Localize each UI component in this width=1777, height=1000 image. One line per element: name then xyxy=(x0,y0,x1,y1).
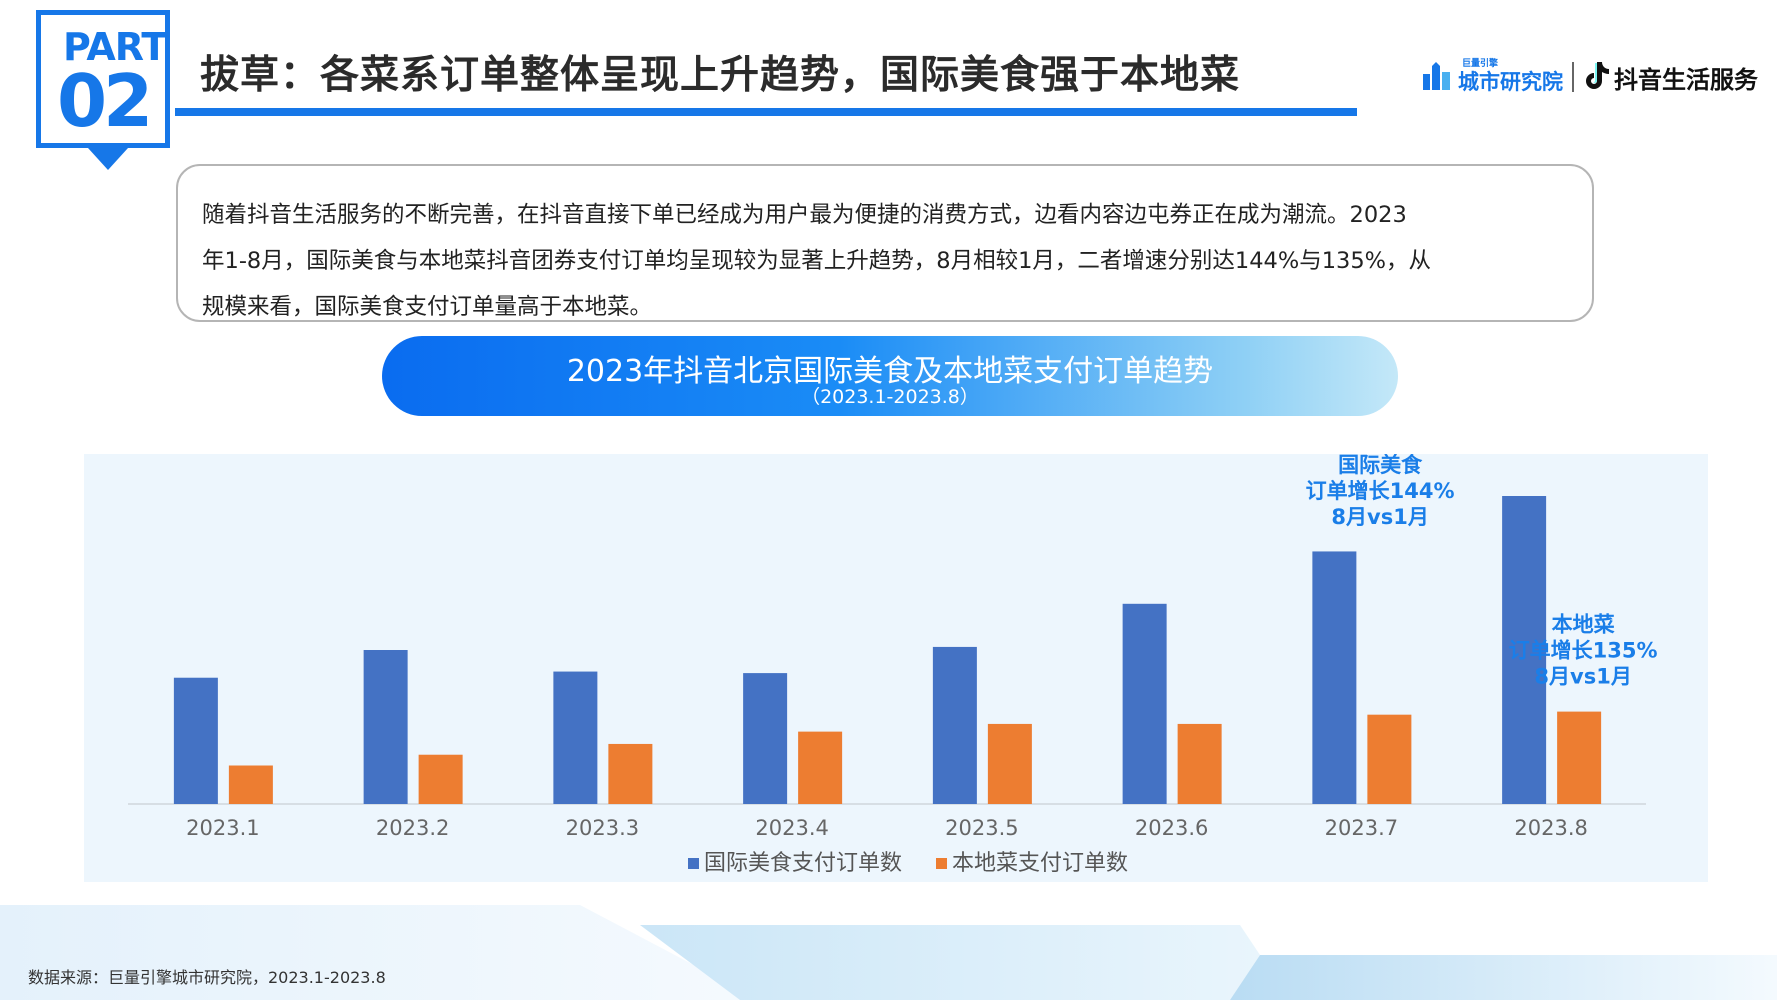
bar-local-2023-7 xyxy=(1367,714,1412,804)
x-tick-label: 2023.4 xyxy=(755,816,828,840)
city-logo-name: 城市研究院 xyxy=(1458,70,1563,94)
douyin-logo-name: 抖音生活服务 xyxy=(1614,66,1758,94)
x-tick-label: 2023.6 xyxy=(1135,816,1208,840)
x-tick-label: 2023.3 xyxy=(566,816,639,840)
annotation-international-line-2: 8月vs1月 xyxy=(1331,505,1428,529)
part-label: PART xyxy=(63,25,167,69)
logo-divider xyxy=(1572,62,1574,92)
annotation-local-line-2: 8月vs1月 xyxy=(1534,665,1631,689)
bar-international-2023-2 xyxy=(363,650,408,804)
annotation-international-line-0: 国际美食 xyxy=(1338,454,1423,477)
description-line-3: 规模来看，国际美食支付订单量高于本地菜。 xyxy=(202,294,653,320)
bar-local-2023-5 xyxy=(987,723,1032,804)
bar-chart: 2023.1 2023.2 2023.3 2023.4 2023.5 2023.6 2023… xyxy=(128,454,1658,876)
legend-label-0: 国际美食支付订单数 xyxy=(704,851,902,876)
bar-international-2023-5 xyxy=(932,646,977,804)
page-title: 拔草：各菜系订单整体呈现上升趋势，国际美食强于本地菜 xyxy=(200,53,1241,98)
douyin-note-icon xyxy=(1586,62,1609,89)
footer-decoration xyxy=(0,905,1777,1000)
part-number: 02 xyxy=(57,59,153,143)
legend-label-1: 本地菜支付订单数 xyxy=(952,851,1128,876)
legend-swatch-1 xyxy=(936,858,947,869)
bar-local-2023-3 xyxy=(608,743,653,804)
annotation-international-line-1: 订单增长144% xyxy=(1306,479,1455,503)
bar-local-2023-2 xyxy=(418,754,463,804)
badge-pointer-icon xyxy=(88,148,128,170)
data-source-note: 数据来源：巨量引擎城市研究院，2023.1-2023.8 xyxy=(28,968,386,987)
annotation-local-line-0: 本地菜 xyxy=(1552,613,1615,637)
legend-swatch-0 xyxy=(688,858,699,869)
city-buildings-icon xyxy=(1423,62,1450,90)
description-box: 随着抖音生活服务的不断完善，在抖音直接下单已经成为用户最为便捷的消费方式，边看内… xyxy=(176,164,1594,322)
description-line-2: 年1-8月，国际美食与本地菜抖音团券支付订单均呈现较为显著上升趋势，8月相较1月… xyxy=(202,248,1432,274)
chart-title: 2023年抖音北京国际美食及本地菜支付订单趋势 xyxy=(566,354,1214,389)
bar-local-2023-6 xyxy=(1177,723,1222,804)
chart-panel xyxy=(84,454,1708,882)
part-badge: PART 02 xyxy=(36,10,170,148)
bar-international-2023-8 xyxy=(1502,496,1547,804)
bar-international-2023-4 xyxy=(743,673,788,804)
bar-local-2023-1 xyxy=(228,765,273,804)
title-underline xyxy=(175,108,1357,116)
bar-international-2023-3 xyxy=(553,671,598,804)
bar-international-2023-7 xyxy=(1312,551,1357,804)
bar-international-2023-1 xyxy=(173,677,218,804)
bar-local-2023-4 xyxy=(798,731,843,804)
annotation-local-line-1: 订单增长135% xyxy=(1509,639,1658,663)
description-line-1: 随着抖音生活服务的不断完善，在抖音直接下单已经成为用户最为便捷的消费方式，边看内… xyxy=(202,202,1407,228)
chart-subtitle: （2023.1-2023.8） xyxy=(801,386,979,408)
x-tick-label: 2023.7 xyxy=(1325,816,1398,840)
x-tick-label: 2023.8 xyxy=(1514,816,1587,840)
x-tick-label: 2023.5 xyxy=(945,816,1018,840)
bar-international-2023-6 xyxy=(1122,603,1167,804)
city-logo-subtitle: 巨量引擎 xyxy=(1462,59,1499,69)
bar-local-2023-8 xyxy=(1557,711,1602,804)
chart-title-banner: 2023年抖音北京国际美食及本地菜支付订单趋势 （2023.1-2023.8） xyxy=(382,336,1398,416)
x-tick-label: 2023.2 xyxy=(376,816,449,840)
x-tick-label: 2023.1 xyxy=(186,816,259,840)
city-research-logo: 巨量引擎 城市研究院 xyxy=(1420,54,1570,98)
